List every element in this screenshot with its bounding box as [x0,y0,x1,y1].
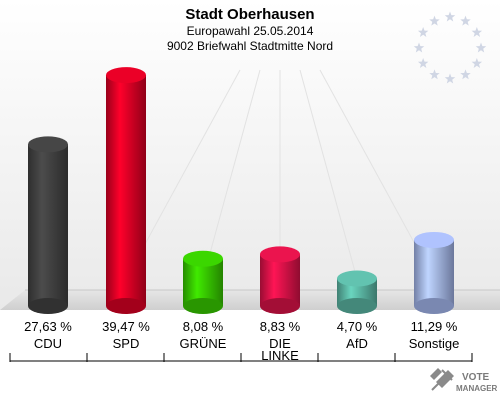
value-label: 4,70 % [337,319,378,334]
bar-cdu [28,136,68,314]
bar-afd [337,270,377,314]
bar-top-cap [183,250,223,267]
category-label: LINKE [261,348,299,363]
star-icon [429,69,440,80]
value-label: 8,08 % [183,319,224,334]
star-icon [444,11,456,22]
star-icon [417,27,429,37]
bar-sonstige [414,231,454,314]
bar-top-cap [106,67,146,84]
star-icon [417,58,429,68]
bar-bottom-cap [414,298,454,314]
star-icon [460,69,471,80]
category-label: AfD [346,336,368,351]
bar-gr-ne [183,250,223,314]
bar-top-cap [337,270,377,287]
chart-title: Stadt Oberhausen [185,6,314,23]
value-label: 27,63 % [24,319,72,334]
category-label: SPD [113,336,140,351]
star-icon [460,15,471,26]
value-label: 8,83 % [260,319,301,334]
star-icon [475,42,487,53]
chart-subtitle-2: 9002 Briefwahl Stadtmitte Nord [167,39,333,53]
star-icon [471,27,483,37]
star-icon [444,73,456,84]
category-label: GRÜNE [180,336,227,351]
star-icon [429,15,440,26]
bar-group [28,67,454,314]
bar-bottom-cap [183,298,223,314]
bar-body [414,239,454,306]
value-label: 39,47 % [102,319,150,334]
bar-die-linke [260,246,300,314]
category-label: DIE [269,336,291,351]
bar-body [106,75,146,307]
value-label: 11,29 % [411,319,458,334]
bar-body [260,254,300,306]
bar-top-cap [28,136,68,153]
value-labels: 27,63 % 39,47 % 8,08 % 8,83 % 4,70 % 11,29 % [24,319,458,334]
bar-top-cap [260,246,300,263]
logo-line2: MANAGER [456,384,498,393]
bar-bottom-cap [337,298,377,314]
bar-spd [106,67,146,314]
eu-stars-icon [413,11,487,84]
star-icon [413,42,425,53]
bar-bottom-cap [260,298,300,314]
bar-body [28,144,68,306]
chart-subtitle: Europawahl 25.05.2014 [187,24,314,38]
bar-top-cap [414,231,454,248]
bar-bottom-cap [106,298,146,314]
category-label: CDU [34,336,62,351]
category-label: Sonstige [409,336,460,351]
vote-manager-logo-icon: VOTE MANAGER [430,368,498,393]
logo-line1: VOTE [462,372,490,383]
x-axis [9,353,473,362]
star-icon [471,58,483,68]
bar-bottom-cap [28,298,68,314]
